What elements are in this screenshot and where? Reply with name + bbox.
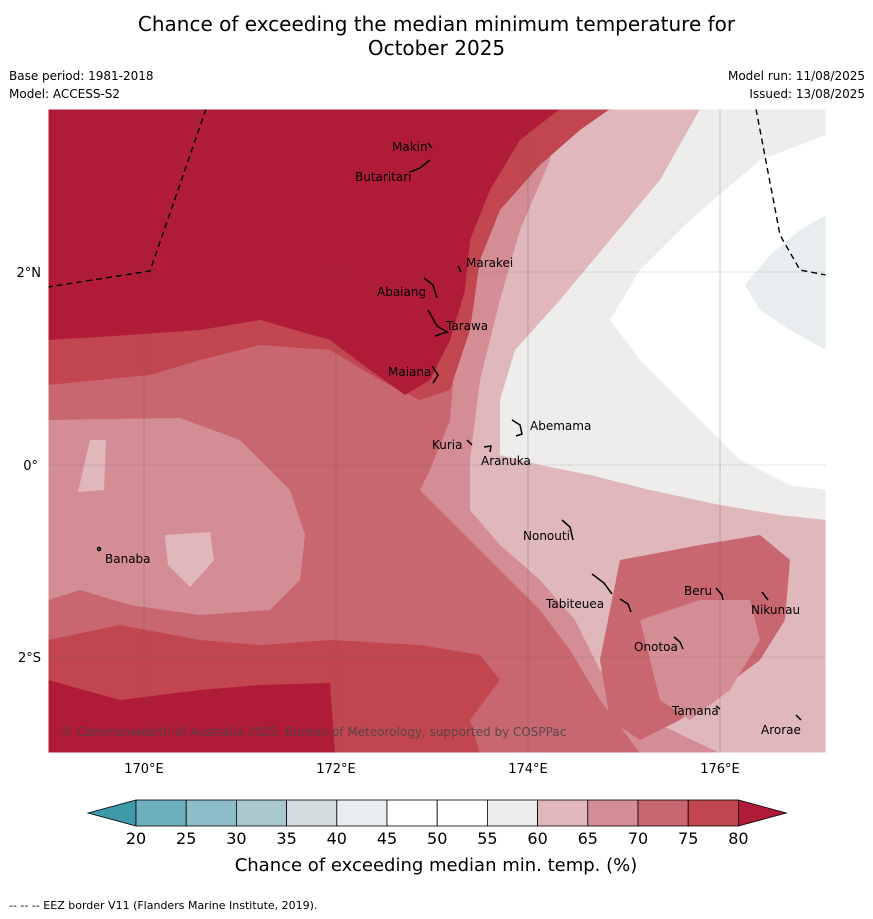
contour-65-70-southeast [640,600,760,720]
contour-map [48,109,826,753]
colorbar-bin [185,799,237,827]
contour-45-50 [745,215,826,350]
lon-tick-172: 172°E [316,762,356,777]
lat-tick-0: 0° [23,459,38,474]
colorbar-tick: 75 [678,829,698,848]
contour-60-65-west-b [165,532,214,587]
colorbar-bin [386,799,438,827]
colorbar-tick: 30 [226,829,246,848]
colorbar-bin [286,799,338,827]
label-abaiang: Abaiang [377,285,426,299]
copyright-text: © Commonwealth of Australia 2025, Bureau… [61,725,566,739]
colorbar-extend-low [86,799,137,827]
map-title: Chance of exceeding the median minimum t… [0,12,873,60]
contour-80-plus-south [48,680,335,753]
lon-tick-labels: 170°E 172°E 174°E 176°E [124,762,740,777]
colorbar-bin [537,799,589,827]
label-banaba: Banaba [105,552,151,566]
label-nikunau: Nikunau [751,603,800,617]
island-shapes [96,142,802,721]
contour-50-55 [610,135,826,490]
model-name: Model: ACCESS-S2 [9,87,121,101]
colorbar-tick: 50 [427,829,447,848]
colorbar-tick: 65 [578,829,598,848]
lat-tick-2s: 2°S [18,651,41,666]
label-tamana: Tamana [671,704,719,718]
colorbar-bin [687,799,739,827]
colorbar [86,799,788,827]
lat-tick-2n: 2°N [17,266,42,281]
colorbar-tick: 80 [728,829,748,848]
base-period: Base period: 1981-2018 [9,69,154,83]
label-butaritari: Butaritari [355,170,412,184]
island-labels: Makin Butaritari Marakei Abaiang Tarawa … [105,140,801,737]
colorbar-bin [436,799,488,827]
lat-tick-labels: 2°N 0° 2°S [17,266,42,666]
colorbar-tick: 70 [628,829,648,848]
label-arorae: Arorae [761,723,801,737]
colorbar-tick: 35 [276,829,296,848]
map-frame [47,108,827,754]
lon-tick-176: 176°E [700,762,740,777]
colorbar-tick: 45 [377,829,397,848]
label-nonouti: Nonouti [523,529,570,543]
label-tarawa: Tarawa [445,319,488,333]
colorbar-tick: 60 [527,829,547,848]
meta-right: Model run: 11/08/2025 Issued: 13/08/2025 [728,67,865,103]
gridlines [48,109,826,753]
footer-note: -- -- -- EEZ border V11 (Flanders Marine… [9,899,318,912]
colorbar-bin [336,799,388,827]
label-tabiteuea: Tabiteuea [545,597,604,611]
lon-tick-170: 170°E [124,762,164,777]
colorbar-tick: 40 [327,829,347,848]
issued-date: Issued: 13/08/2025 [749,87,865,101]
colorbar-tick-labels: 20 25 30 35 40 45 50 55 60 65 70 75 80 [126,829,749,848]
label-abemama: Abemama [530,419,591,433]
eez-borders [48,109,826,288]
contour-65-70-west [48,418,305,615]
colorbar-tick: 20 [126,829,146,848]
label-onotoa: Onotoa [634,640,678,654]
label-kuria: Kuria [432,438,463,452]
colorbar-label: Chance of exceeding median min. temp. (%… [235,855,638,876]
colorbar-tick: 25 [176,829,196,848]
label-maiana: Maiana [388,365,431,379]
colorbar-bin [637,799,689,827]
map-title-line2: October 2025 [367,36,506,60]
model-run: Model run: 11/08/2025 [727,69,865,83]
colorbar-extend-high [738,799,788,827]
contour-60-65-west-a [78,440,106,492]
label-marakei: Marakei [466,256,513,270]
label-aranuka: Aranuka [481,454,531,468]
colorbar-bin [235,799,287,827]
colorbar-bin [135,799,187,827]
lon-tick-174: 174°E [508,762,548,777]
meta-left: Base period: 1981-2018 Model: ACCESS-S2 [9,67,154,103]
colorbar-bin [486,799,538,827]
contour-80-plus-north [48,109,560,395]
colorbar-tick: 55 [477,829,497,848]
map-title-line1: Chance of exceeding the median minimum t… [137,12,736,36]
colorbar-bin [587,799,639,827]
label-makin: Makin [392,140,428,154]
label-beru: Beru [684,584,712,598]
